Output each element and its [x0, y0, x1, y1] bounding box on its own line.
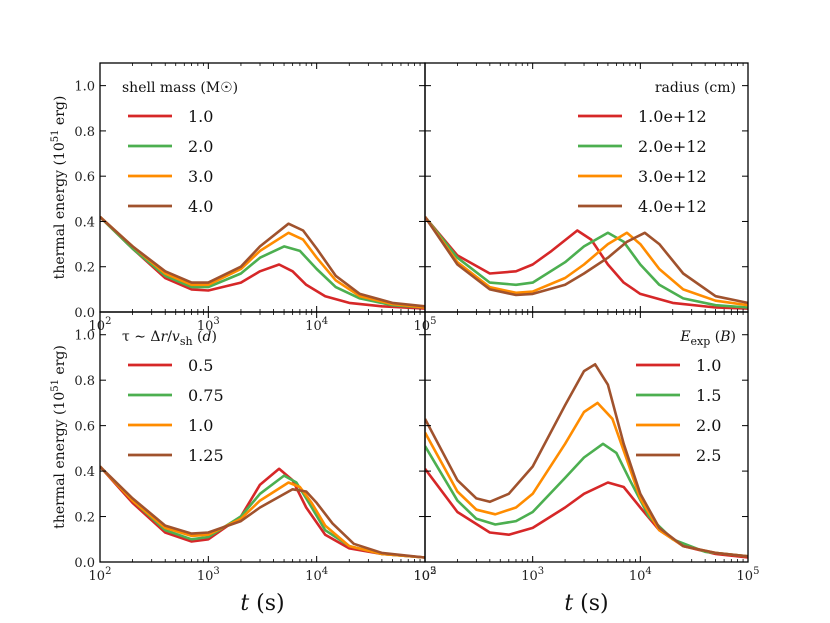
legend-label: 0.5: [188, 356, 213, 375]
ytick-label: 0.6: [74, 170, 95, 185]
panel-top-left: 0.0 0.2 0.4 0.6 0.8 1.0 102 103 104 105 thermal en…: [50, 62, 437, 334]
ytick-label: 0.8: [74, 125, 95, 140]
xtick-label: 103: [521, 566, 544, 584]
legend-label: 2.5: [696, 446, 721, 465]
series-line-top-right-2: [425, 216, 748, 307]
legend-label: 0.75: [188, 386, 224, 405]
ytick-label: 0.4: [74, 465, 95, 480]
xtick-label: 105: [414, 566, 437, 584]
xtick-label: 104: [305, 566, 328, 584]
panel-frame: [99, 311, 426, 563]
legend-label: 1.0: [696, 356, 721, 375]
legend-title: Eexp (B): [679, 329, 736, 348]
panel-frame: [424, 311, 749, 563]
series-line-bottom-left-3: [100, 465, 425, 559]
legend-label: 1.0: [188, 416, 213, 435]
x-axis-label: t (s): [240, 591, 284, 616]
panel-top-right: radius (cm) 1.0e+12 2.0e+12 3.0e+12 4.0e+12: [424, 62, 749, 313]
ytick-label: 0.0: [74, 306, 95, 321]
series-line-bottom-left-0: [100, 465, 425, 559]
legend-label: 1.0: [188, 107, 213, 126]
ytick-label: 0.0: [74, 556, 95, 571]
series-line-top-right-0: [425, 216, 748, 310]
legend-label: 3.0: [188, 167, 213, 186]
series-line-top-right-3: [425, 216, 748, 305]
ytick-label: 0.2: [74, 511, 95, 526]
legend-label: 4.0e+12: [638, 197, 707, 216]
xtick-label: 104: [305, 316, 328, 334]
series-line-bottom-left-2: [100, 465, 425, 559]
panel-bottom-right: 102 103 104 105 t (s) Eexp (B) 1.0 1.5 2.0 2.5: [414, 311, 760, 616]
ytick-label: 0.6: [74, 420, 95, 435]
series-line-top-right-1: [425, 216, 748, 309]
xtick-label: 102: [414, 566, 437, 584]
legend-title: τ ∼ Δr/vsh (d): [122, 329, 217, 348]
xtick-label: 104: [629, 566, 652, 584]
legend-title: radius (cm): [655, 80, 736, 96]
xtick-label: 105: [414, 316, 437, 334]
series-line-top-left-0: [100, 215, 425, 310]
legend-label: 1.25: [188, 446, 224, 465]
ytick-label: 0.8: [74, 374, 95, 389]
y-axis-label: thermal energy (1051 erg): [50, 96, 68, 280]
series-line-top-left-3: [100, 215, 425, 308]
series-line-top-left-1: [100, 215, 425, 309]
panel-frame: [99, 62, 426, 313]
legend-label: 2.0: [696, 416, 721, 435]
ytick-label: 0.2: [74, 261, 95, 276]
legend-label: 1.5: [696, 386, 721, 405]
series-line-top-left-2: [100, 215, 425, 309]
series-line-bottom-right-0: [425, 468, 748, 559]
y-axis-label: thermal energy (1051 erg): [50, 345, 68, 529]
xtick-label: 102: [89, 566, 112, 584]
legend-label: 4.0: [188, 197, 213, 216]
ytick-label: 0.4: [74, 215, 95, 230]
xtick-label: 105: [737, 566, 760, 584]
xtick-label: 103: [197, 316, 220, 334]
xtick-label: 103: [197, 566, 220, 584]
x-axis-label: t (s): [564, 591, 608, 616]
ytick-label: 1.0: [74, 80, 95, 95]
legend-label: 3.0e+12: [638, 167, 707, 186]
series-line-bottom-right-3: [425, 363, 748, 558]
ytick-label: 1.0: [74, 329, 95, 344]
legend-label: 2.0e+12: [638, 137, 707, 156]
xtick-label: 102: [89, 316, 112, 334]
legend-label: 2.0: [188, 137, 213, 156]
legend-label: 1.0e+12: [638, 107, 707, 126]
legend-title: shell mass (M☉): [122, 80, 238, 96]
